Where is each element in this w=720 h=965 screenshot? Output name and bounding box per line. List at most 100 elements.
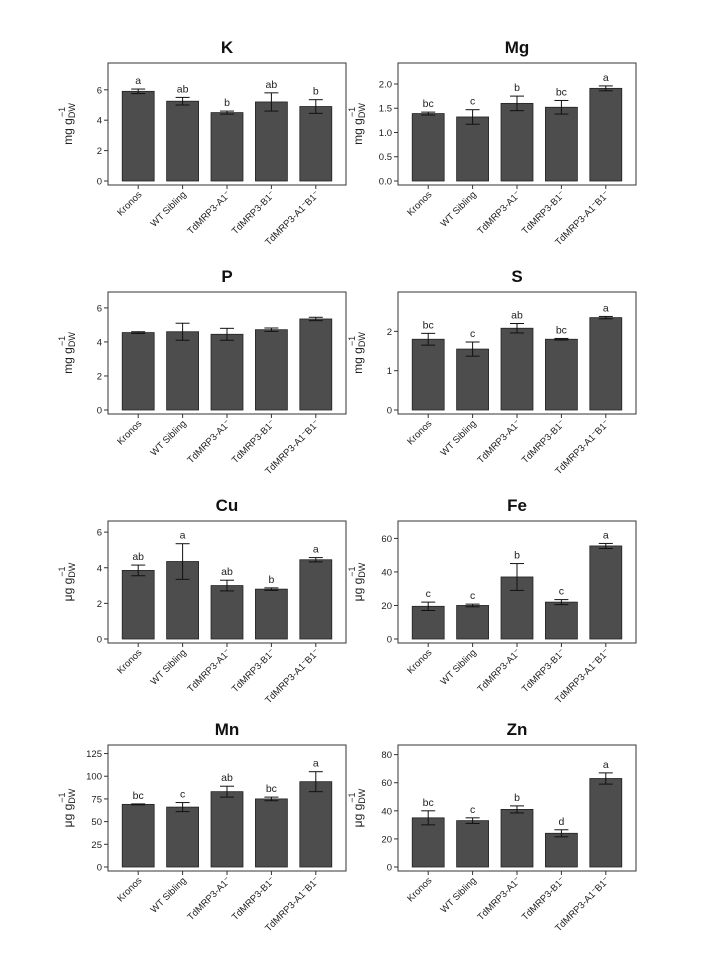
x-tick-label: TdMRP3-A1− — [185, 418, 233, 466]
significance-letter: c — [559, 586, 564, 598]
bar — [500, 809, 534, 868]
bar — [545, 601, 578, 640]
x-tick-label: WT Sibling — [149, 875, 189, 915]
bar — [456, 820, 489, 868]
y-tick-label: 0 — [387, 863, 392, 874]
bar — [121, 90, 155, 182]
y-tick-label: 25 — [91, 840, 102, 851]
panel-mn: Mn 0 25 50 75 100 125 μg gDW−1 bc Kronos c WT Sibli… — [57, 720, 347, 934]
x-tick-label: WT Sibling — [149, 189, 189, 229]
significance-letter: bc — [423, 319, 434, 331]
significance-letter: b — [313, 86, 319, 98]
significance-letter: a — [603, 529, 609, 541]
x-tick-label: Kronos — [115, 189, 144, 218]
significance-letter: ab — [511, 310, 523, 322]
bar — [210, 585, 244, 640]
significance-letter: ab — [221, 772, 233, 784]
y-tick-label: 0 — [97, 635, 102, 646]
bar — [166, 331, 199, 411]
y-axis-label: mg gDW−1 — [57, 103, 77, 145]
y-tick-label: 80 — [381, 750, 392, 761]
chart-title: Mg — [505, 38, 530, 57]
significance-letter: b — [224, 97, 230, 109]
chart-title: P — [221, 267, 232, 286]
bar — [411, 605, 445, 640]
x-tick-label: Kronos — [115, 418, 144, 447]
bar — [210, 112, 244, 182]
significance-letter: ab — [266, 79, 278, 91]
x-tick-label: Kronos — [405, 875, 434, 904]
significance-letter: a — [603, 759, 609, 771]
x-tick-label: TdMRP3-A1− — [475, 875, 523, 923]
y-tick-label: 20 — [381, 601, 392, 612]
chart-title: Fe — [507, 496, 527, 515]
y-tick-label: 4 — [97, 563, 102, 574]
panel-s: S 0 1 2 mg gDW−1 bc Kronos c WT Sibling ab TdMRP3-… — [347, 267, 637, 477]
x-tick-label: TdMRP3-B1− — [230, 418, 278, 466]
bar — [500, 327, 534, 411]
bar — [210, 791, 244, 868]
significance-letter: bc — [133, 790, 144, 802]
x-tick-label: TdMRP3-A1− — [185, 189, 233, 237]
y-axis-label: mg gDW−1 — [347, 103, 367, 145]
bar — [121, 803, 155, 868]
x-tick-label: WT Sibling — [439, 647, 479, 687]
x-tick-label: TdMRP3-A1− — [185, 875, 233, 923]
chart-title: K — [221, 38, 234, 57]
significance-letter: b — [514, 82, 520, 94]
x-tick-label: TdMRP3-B1− — [230, 647, 278, 695]
bar — [589, 545, 623, 640]
significance-letter: b — [514, 792, 520, 804]
bar — [166, 100, 199, 182]
y-tick-label: 1.0 — [379, 128, 392, 139]
y-tick-label: 40 — [381, 806, 392, 817]
y-tick-label: 4 — [97, 116, 102, 127]
significance-letter: bc — [556, 86, 567, 98]
bar — [589, 317, 623, 411]
bar — [210, 333, 244, 411]
chart-title: S — [511, 267, 522, 286]
bar — [299, 318, 333, 411]
y-tick-label: 2 — [97, 371, 102, 382]
y-tick-label: 0 — [387, 635, 392, 646]
chart-title: Cu — [216, 496, 239, 515]
y-tick-label: 2 — [97, 599, 102, 610]
significance-letter: c — [470, 590, 475, 602]
y-tick-label: 20 — [381, 834, 392, 845]
y-tick-label: 1 — [387, 366, 392, 377]
significance-letter: b — [514, 550, 520, 562]
x-tick-label: TdMRP3-B1− — [230, 189, 278, 237]
y-tick-label: 2 — [97, 146, 102, 157]
x-tick-label: TdMRP3-A1− — [185, 647, 233, 695]
bar — [255, 329, 288, 411]
y-tick-label: 0 — [97, 177, 102, 188]
chart-title: Zn — [507, 720, 528, 739]
x-tick-label: TdMRP3-B1− — [520, 189, 568, 237]
x-tick-label: TdMRP3-B1− — [520, 875, 568, 923]
significance-letter: c — [180, 789, 185, 801]
x-tick-label: WT Sibling — [149, 418, 189, 458]
y-tick-label: 60 — [381, 534, 392, 545]
bar — [456, 116, 489, 182]
bar — [456, 605, 489, 640]
y-axis-label: μg gDW−1 — [57, 562, 77, 601]
bar — [411, 338, 445, 411]
bar — [121, 570, 155, 640]
x-tick-label: TdMRP3-A1− — [475, 418, 523, 466]
significance-letter: c — [470, 96, 475, 108]
bar — [299, 559, 333, 640]
x-tick-label: WT Sibling — [439, 875, 479, 915]
bar — [255, 798, 288, 868]
significance-letter: a — [180, 530, 186, 542]
x-tick-label: TdMRP3-B1− — [520, 418, 568, 466]
panel-mg: Mg 0.0 0.5 1.0 1.5 2.0 mg gDW−1 bc Kronos c WT Sib… — [347, 38, 637, 248]
significance-letter: a — [135, 75, 141, 87]
significance-letter: c — [470, 804, 475, 816]
significance-letter: ab — [177, 83, 189, 95]
y-tick-label: 100 — [86, 772, 102, 783]
y-axis-label: mg gDW−1 — [57, 332, 77, 374]
bar — [121, 332, 155, 411]
y-tick-label: 50 — [91, 817, 102, 828]
